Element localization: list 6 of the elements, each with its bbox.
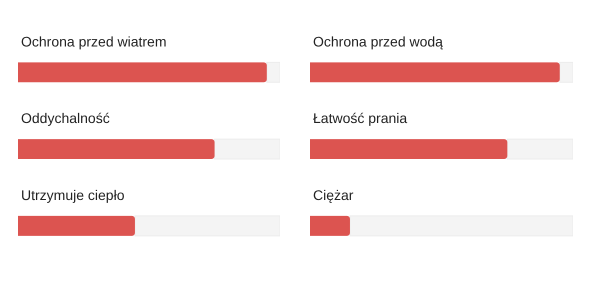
y-tick-label: Utrzymuje ciepło — [21, 186, 125, 203]
y-tick-label: Łatwość prania — [313, 110, 408, 126]
y-tick-label: Ochrona przed wodą — [313, 33, 444, 50]
y-tick-label: Ciężar — [313, 186, 354, 203]
y-tick-label: Ochrona przed wiatrem — [21, 33, 167, 50]
y-tick-label: Oddychalność — [21, 110, 110, 126]
